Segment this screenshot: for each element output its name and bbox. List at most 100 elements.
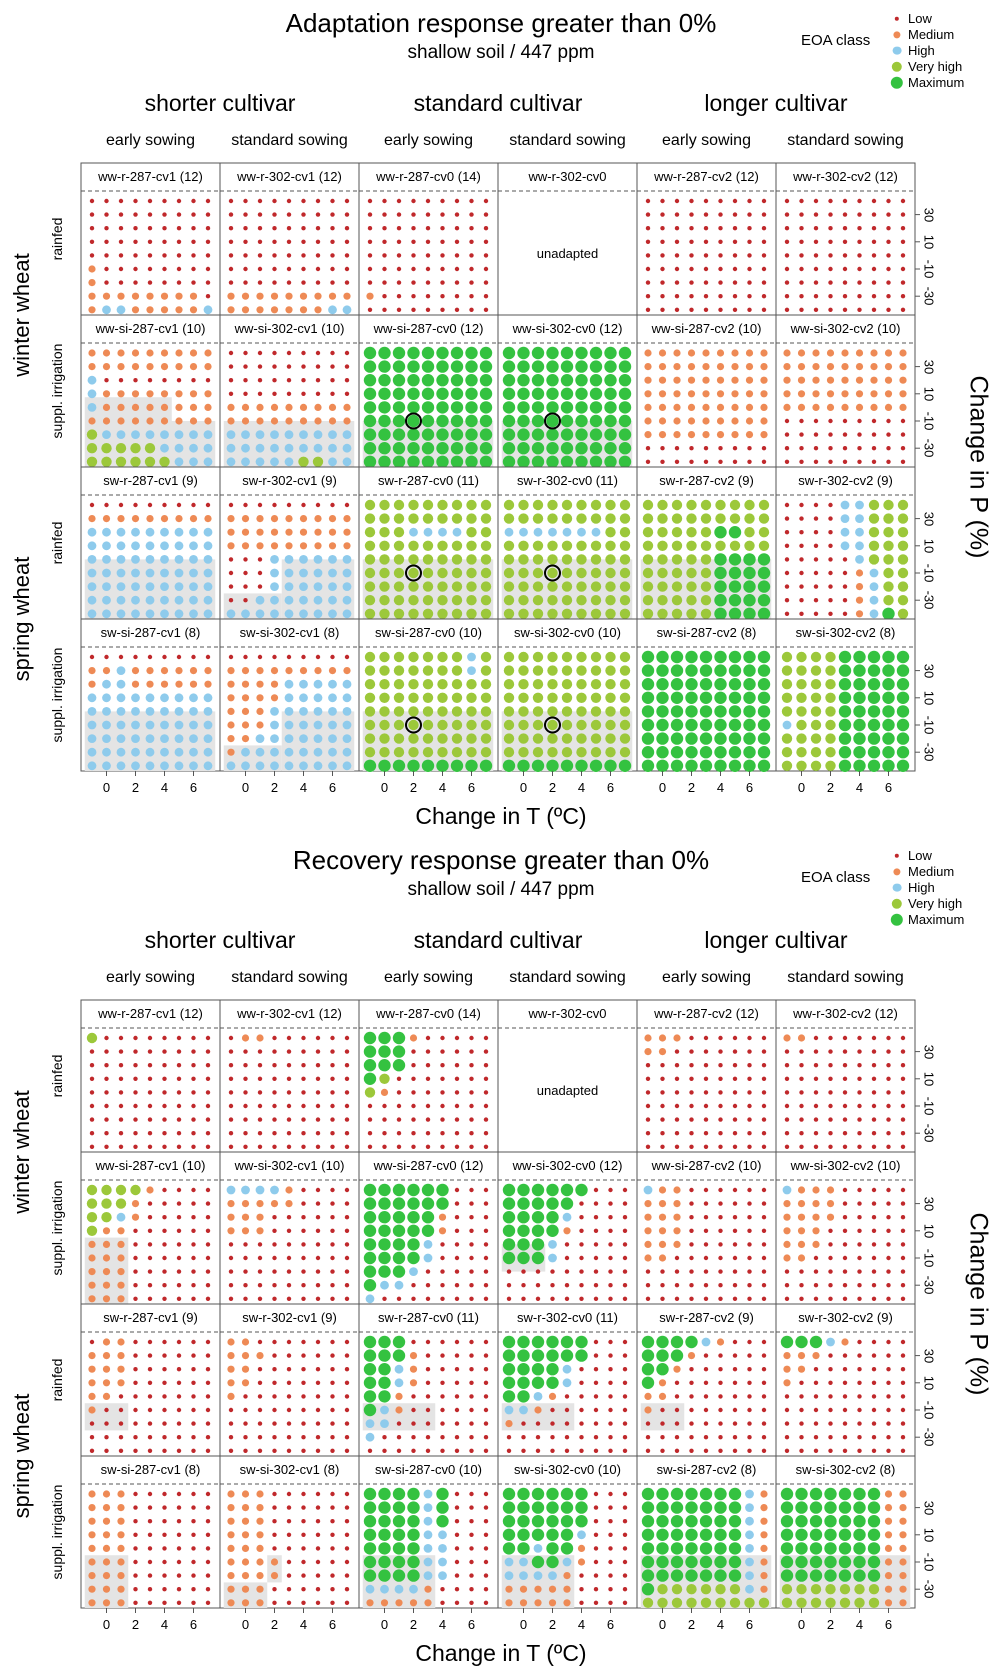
eoa-point (146, 515, 154, 523)
eoa-point (857, 1201, 862, 1206)
legend-label: Medium (908, 864, 955, 879)
eoa-point (608, 1505, 613, 1510)
eoa-point (191, 1063, 196, 1068)
eoa-point (896, 718, 910, 732)
eoa-point (824, 1555, 837, 1569)
eoa-point (392, 1197, 406, 1210)
eoa-point (641, 1569, 655, 1582)
eoa-point (227, 667, 235, 675)
eoa-point (89, 1339, 95, 1345)
eoa-point (421, 1211, 435, 1224)
eoa-point (886, 1201, 891, 1206)
eoa-point (671, 581, 683, 592)
eoa-point (175, 292, 183, 300)
eoa-point (732, 1117, 738, 1122)
panel-grid-svg: ww-r-287-cv1 (12) ww-r-302-cv1 (12) ww-r-2… (80, 999, 920, 1613)
eoa-point (315, 1144, 321, 1149)
eoa-point (393, 499, 405, 511)
eoa-point (342, 430, 352, 439)
eoa-point (425, 1339, 431, 1345)
eoa-point (689, 1367, 694, 1372)
eoa-point (407, 1569, 420, 1582)
eoa-point (687, 363, 696, 371)
eoa-point (466, 527, 477, 538)
eoa-point (393, 581, 405, 592)
eoa-point (842, 1407, 848, 1413)
eoa-point (871, 446, 877, 451)
eoa-point (440, 280, 445, 285)
eoa-point (407, 346, 420, 360)
eoa-point (645, 1296, 651, 1301)
eoa-point (104, 253, 109, 258)
eoa-point (378, 1224, 391, 1237)
eoa-point (546, 1349, 559, 1362)
eoa-point (286, 212, 292, 217)
eoa-point (101, 1212, 112, 1223)
eoa-point (146, 667, 154, 675)
eoa-point (328, 761, 337, 771)
eoa-point (378, 346, 391, 360)
eoa-point (203, 457, 213, 467)
eoa-point (286, 1339, 292, 1345)
eoa-point (886, 1448, 891, 1453)
eoa-point (408, 692, 419, 703)
eoa-point (703, 1117, 709, 1122)
eoa-point (853, 1501, 866, 1514)
eoa-point (728, 566, 742, 580)
eoa-point (392, 1224, 406, 1237)
eoa-point (783, 1200, 791, 1208)
eoa-point (857, 1283, 862, 1288)
eoa-point (131, 747, 140, 757)
eoa-point (147, 1269, 153, 1274)
eoa-point (393, 554, 405, 565)
eoa-point (782, 1185, 792, 1195)
eoa-point (328, 292, 337, 300)
eoa-point (686, 513, 697, 524)
eoa-point (700, 499, 712, 511)
eoa-point (674, 1296, 680, 1301)
eoa-point (658, 390, 667, 398)
eoa-point (642, 595, 654, 606)
eoa-point (451, 608, 463, 619)
eoa-point (658, 1227, 667, 1235)
eoa-point (531, 1487, 545, 1501)
eoa-point (622, 1448, 628, 1453)
eoa-point (228, 1063, 234, 1068)
eoa-point (424, 1599, 432, 1607)
eoa-point (436, 1515, 449, 1528)
eoa-point (330, 1103, 335, 1109)
eoa-point (301, 253, 306, 258)
eoa-point (392, 1515, 406, 1528)
eoa-point (301, 1090, 306, 1095)
eoa-point (810, 692, 822, 703)
eoa-point (760, 349, 768, 357)
eoa-point (116, 527, 126, 537)
eoa-point (286, 1546, 292, 1551)
eoa-point (685, 732, 698, 745)
eoa-point (465, 455, 478, 468)
eoa-point (363, 442, 377, 455)
eoa-point (243, 1076, 248, 1081)
eoa-point (619, 706, 631, 717)
panel: sw-r-287-cv0 (11) (358, 1303, 499, 1457)
eoa-point (191, 1380, 196, 1385)
eoa-point (658, 363, 667, 371)
panel-label: sw-si-287-cv2 (8) (657, 1462, 757, 1477)
eoa-point (745, 417, 754, 425)
eoa-point (900, 1296, 906, 1301)
eoa-point (115, 456, 127, 467)
eoa-point (344, 239, 350, 244)
eoa-point (378, 1363, 391, 1376)
eoa-point (645, 253, 651, 258)
eoa-point (799, 459, 804, 464)
eoa-point (301, 1394, 306, 1399)
eoa-point (162, 239, 167, 244)
eoa-point (828, 432, 833, 437)
eoa-point (784, 239, 790, 244)
eoa-point (243, 598, 248, 603)
eoa-point (174, 568, 184, 578)
eoa-point (546, 455, 559, 468)
eoa-point (133, 1090, 138, 1095)
eoa-point (656, 678, 669, 691)
eoa-point (857, 280, 862, 285)
